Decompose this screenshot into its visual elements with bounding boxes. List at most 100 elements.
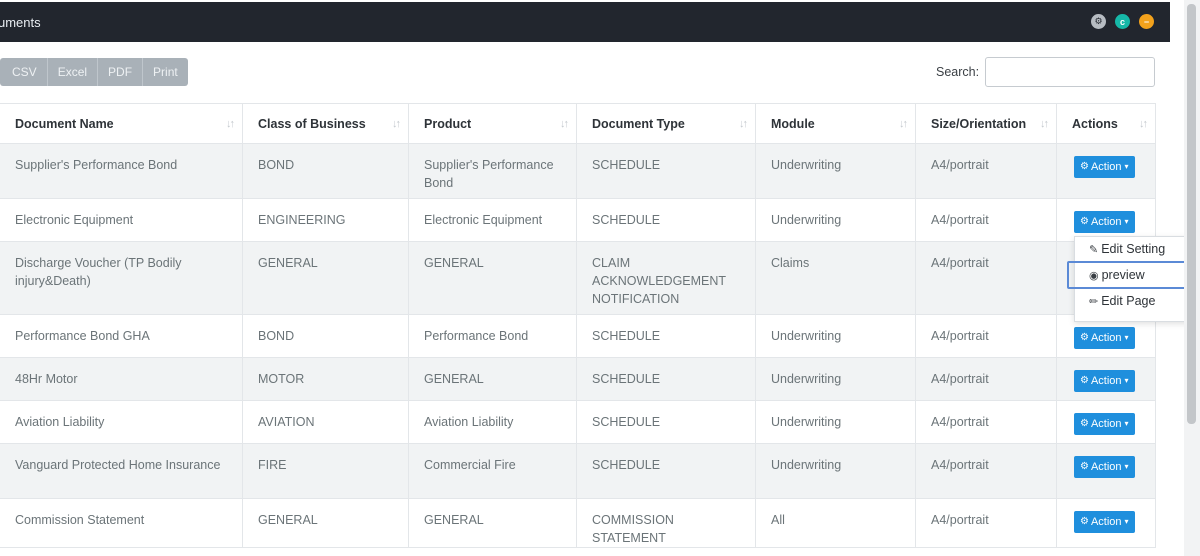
sort-icon[interactable]: ↓↑ — [1139, 118, 1148, 130]
action-button[interactable]: ⚙Action▾ — [1074, 327, 1135, 349]
cell-document-name: 48Hr Motor — [0, 357, 243, 401]
cell-actions: ⚙Action▾ — [1056, 400, 1156, 444]
cell-size-orientation: A4/portrait — [915, 498, 1057, 548]
caret-down-icon: ▾ — [1124, 217, 1129, 226]
table-row: 48Hr Motor MOTOR GENERAL SCHEDULE Underwriti… — [0, 357, 1156, 401]
action-button[interactable]: ⚙Action▾ — [1074, 456, 1135, 478]
menu-item-preview[interactable]: ◉ preview — [1067, 261, 1200, 289]
cell-product: Commercial Fire — [408, 443, 577, 499]
caret-down-icon: ▾ — [1124, 376, 1129, 385]
pencil-icon: ✏ — [1089, 295, 1099, 308]
cog-icon: ⚙ — [1080, 461, 1089, 472]
sort-icon[interactable]: ↓↑ — [1040, 118, 1049, 130]
export-toolbar: CSV Excel PDF Print — [0, 58, 188, 86]
caret-down-icon: ▾ — [1124, 462, 1129, 471]
table-row: Vanguard Protected Home Insurance FIRE Com… — [0, 443, 1156, 499]
cell-document-type: SCHEDULE — [576, 400, 756, 444]
cell-document-name: Commission Statement — [0, 498, 243, 548]
page-scrollbar[interactable] — [1184, 0, 1200, 556]
cell-product: Supplier's Performance Bond — [408, 143, 577, 199]
pdf-button[interactable]: PDF — [98, 58, 144, 86]
cell-module: Underwriting — [755, 314, 916, 358]
sort-icon[interactable]: ↓↑ — [899, 118, 908, 130]
sort-icon[interactable]: ↓↑ — [226, 118, 235, 130]
action-button[interactable]: ⚙Action▾ — [1074, 413, 1135, 435]
panel-header: uments ⚙ c − — [0, 2, 1170, 42]
edit-icon: ✎ — [1089, 243, 1099, 256]
action-button[interactable]: ⚙Action▾ — [1074, 370, 1135, 392]
cell-size-orientation: A4/portrait — [915, 443, 1057, 499]
table-row: Aviation Liability AVIATION Aviation Liabi… — [0, 400, 1156, 444]
table-row: Electronic Equipment ENGINEERING Electroni… — [0, 198, 1156, 242]
column-header-product[interactable]: Product ↓↑ — [408, 103, 577, 144]
refresh-icon[interactable]: c — [1115, 14, 1130, 29]
cell-document-name: Vanguard Protected Home Insurance — [0, 443, 243, 499]
cell-size-orientation: A4/portrait — [915, 143, 1057, 199]
column-header-size-orientation[interactable]: Size/Orientation ↓↑ — [915, 103, 1057, 144]
action-label: Action — [1090, 461, 1122, 473]
search-label: Search: — [936, 65, 980, 79]
cell-size-orientation: A4/portrait — [915, 357, 1057, 401]
cell-actions: ⚙Action▾ — [1056, 357, 1156, 401]
action-dropdown-menu: ✎ Edit Setting ◉ preview ✏ Edit Page — [1067, 236, 1200, 322]
action-label: Action — [1090, 161, 1122, 173]
cell-product: GENERAL — [408, 498, 577, 548]
documents-table: Document Name ↓↑ Class of Business ↓↑ Prod… — [0, 103, 1156, 548]
csv-button[interactable]: CSV — [0, 58, 48, 86]
cell-document-name: Aviation Liability — [0, 400, 243, 444]
cell-document-type: SCHEDULE — [576, 143, 756, 199]
cell-document-name: Supplier's Performance Bond — [0, 143, 243, 199]
collapse-icon[interactable]: − — [1139, 14, 1154, 29]
cell-class-of-business: AVIATION — [242, 400, 409, 444]
column-header-document-name[interactable]: Document Name ↓↑ — [0, 103, 243, 144]
action-button[interactable]: ⚙Action▾ — [1074, 156, 1135, 178]
cell-class-of-business: BOND — [242, 314, 409, 358]
caret-down-icon: ▾ — [1124, 162, 1129, 171]
excel-button[interactable]: Excel — [47, 58, 99, 86]
cell-module: Claims — [755, 241, 916, 315]
column-header-document-type[interactable]: Document Type ↓↑ — [576, 103, 756, 144]
table-row: Commission Statement GENERAL GENERAL COMMIS… — [0, 498, 1156, 548]
sort-icon[interactable]: ↓↑ — [739, 118, 748, 130]
cog-icon: ⚙ — [1080, 375, 1089, 386]
settings-icon[interactable]: ⚙ — [1091, 14, 1106, 29]
cell-document-name: Electronic Equipment — [0, 198, 243, 242]
cell-product: GENERAL — [408, 357, 577, 401]
cell-class-of-business: MOTOR — [242, 357, 409, 401]
sort-icon[interactable]: ↓↑ — [392, 118, 401, 130]
column-header-module[interactable]: Module ↓↑ — [755, 103, 916, 144]
action-label: Action — [1090, 332, 1122, 344]
cell-class-of-business: GENERAL — [242, 498, 409, 548]
cog-icon: ⚙ — [1080, 516, 1089, 527]
cell-class-of-business: FIRE — [242, 443, 409, 499]
cell-actions: ⚙Action▾ — [1056, 143, 1156, 199]
menu-item-edit-page[interactable]: ✏ Edit Page — [1089, 294, 1156, 308]
column-header-class-of-business[interactable]: Class of Business ↓↑ — [242, 103, 409, 144]
cell-document-type: SCHEDULE — [576, 443, 756, 499]
sort-icon[interactable]: ↓↑ — [560, 118, 569, 130]
search-input[interactable] — [985, 57, 1156, 87]
scrollbar-thumb[interactable] — [1187, 4, 1196, 424]
cell-class-of-business: ENGINEERING — [242, 198, 409, 242]
cell-product: Electronic Equipment — [408, 198, 577, 242]
print-button[interactable]: Print — [143, 58, 188, 86]
cell-actions: ⚙Action▾ — [1056, 198, 1156, 242]
cell-actions: ⚙Action▾ — [1056, 498, 1156, 548]
cell-module: Underwriting — [755, 198, 916, 242]
cell-module: Underwriting — [755, 143, 916, 199]
menu-item-edit-setting[interactable]: ✎ Edit Setting — [1089, 242, 1166, 256]
table-row: Performance Bond GHA BOND Performance Bond… — [0, 314, 1156, 358]
cell-document-name: Performance Bond GHA — [0, 314, 243, 358]
eye-icon: ◉ — [1089, 269, 1099, 282]
panel-title: uments — [0, 14, 41, 30]
cell-document-type: CLAIM ACKNOWLEDGEMENT NOTIFICATION — [576, 241, 756, 315]
action-label: Action — [1090, 375, 1122, 387]
cell-class-of-business: GENERAL — [242, 241, 409, 315]
action-label: Action — [1090, 516, 1122, 528]
action-button[interactable]: ⚙Action▾ — [1074, 511, 1135, 533]
column-header-actions[interactable]: Actions ↓↑ — [1056, 103, 1156, 144]
cell-size-orientation: A4/portrait — [915, 314, 1057, 358]
cell-product: Aviation Liability — [408, 400, 577, 444]
cell-product: GENERAL — [408, 241, 577, 315]
action-button[interactable]: ⚙Action▾ — [1074, 211, 1135, 233]
